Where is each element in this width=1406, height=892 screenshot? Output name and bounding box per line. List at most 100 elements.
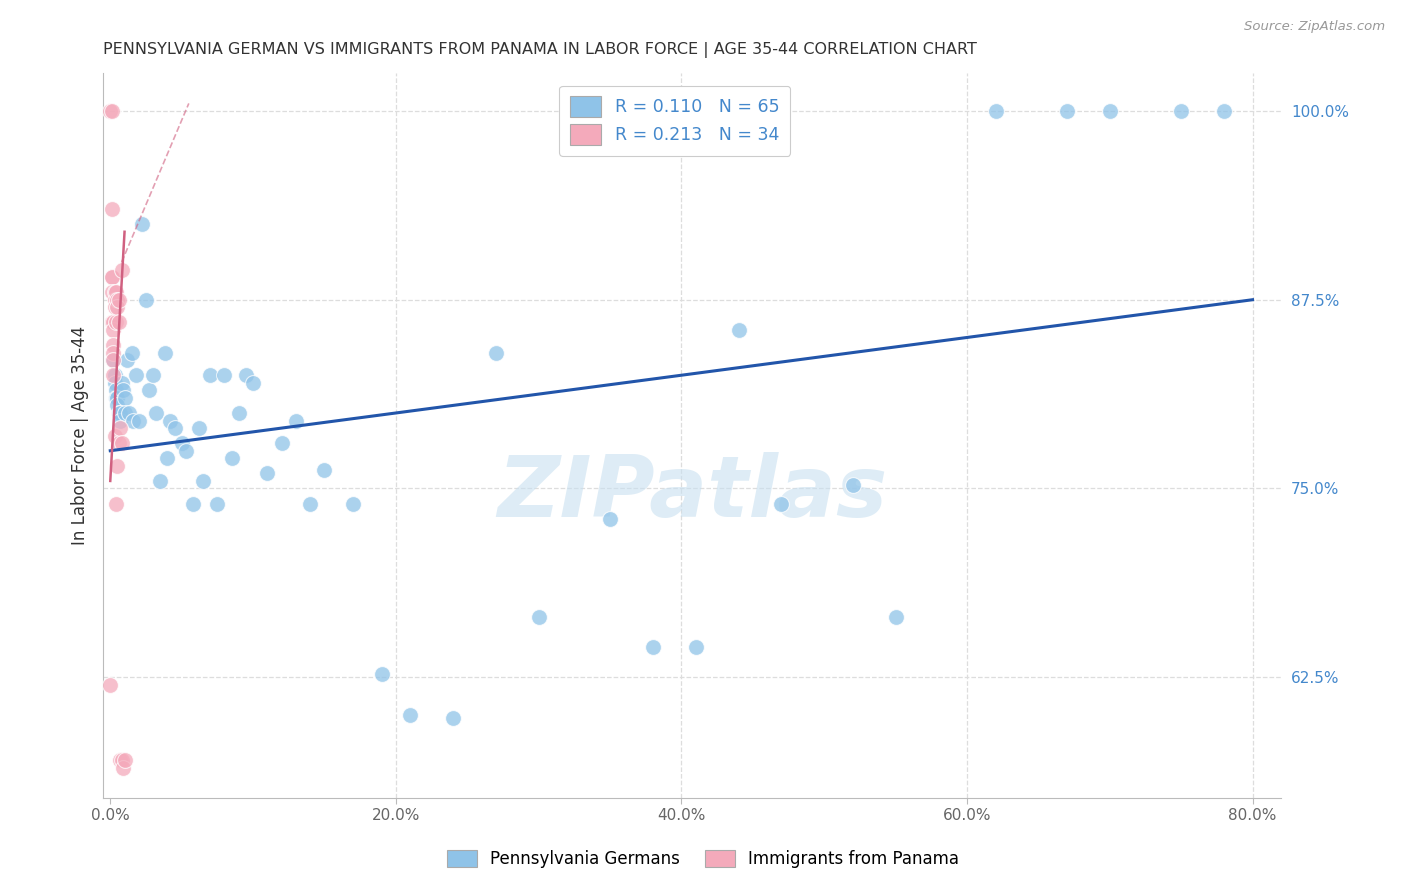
Point [114,406,136,420]
Point [104,315,127,329]
Point [101,315,124,329]
Point [187,421,209,435]
Point [770,497,793,511]
Point [342,497,364,511]
Point [727,323,749,337]
Point [599,511,621,525]
Point [1056,103,1078,118]
Point [100,103,122,118]
Point [235,368,257,383]
Point [111,753,134,767]
Point [242,376,264,390]
Point [101,338,124,352]
Point [103,376,125,390]
Point [107,391,129,405]
Point [110,421,132,435]
Point [104,391,127,405]
Point [170,436,193,450]
Point [107,399,129,413]
Point [1213,103,1236,118]
Point [984,103,1007,118]
Point [104,497,127,511]
Point [207,497,229,511]
Point [135,293,157,307]
Point [153,345,176,359]
Point [1170,103,1192,118]
Point [104,384,127,398]
Point [107,458,129,473]
Point [441,711,464,725]
Point [1098,103,1121,118]
Point [314,463,336,477]
Point [122,413,145,427]
Point [181,497,204,511]
Point [104,285,127,300]
Point [110,753,132,767]
Point [128,413,150,427]
Point [101,345,124,359]
Point [103,285,125,300]
Point [159,413,181,427]
Legend: Pennsylvania Germans, Immigrants from Panama: Pennsylvania Germans, Immigrants from Pa… [440,843,966,875]
Point [111,436,134,450]
Point [103,293,125,307]
Point [114,391,136,405]
Point [100,315,122,329]
Point [101,353,124,368]
Point [100,202,122,216]
Point [641,640,664,654]
Point [399,708,422,723]
Point [100,270,122,285]
Point [284,413,307,427]
Point [100,285,122,300]
Point [121,345,143,359]
Point [163,421,186,435]
Text: ZIPatlas: ZIPatlas [496,452,887,535]
Point [101,323,124,337]
Point [485,345,508,359]
Point [111,262,134,277]
Point [191,474,214,488]
Point [108,406,131,420]
Point [108,436,131,450]
Point [98,678,121,692]
Point [145,406,167,420]
Point [118,406,141,420]
Y-axis label: In Labor Force | Age 35-44: In Labor Force | Age 35-44 [72,326,89,545]
Point [125,368,148,383]
Point [174,443,197,458]
Point [103,428,125,442]
Point [107,300,129,314]
Point [256,467,278,481]
Point [107,293,129,307]
Point [142,368,165,383]
Point [527,610,550,624]
Point [112,384,135,398]
Point [299,497,322,511]
Point [131,217,153,231]
Point [685,640,707,654]
Text: PENNSYLVANIA GERMAN VS IMMIGRANTS FROM PANAMA IN LABOR FORCE | AGE 35-44 CORRELA: PENNSYLVANIA GERMAN VS IMMIGRANTS FROM P… [103,42,977,58]
Point [108,315,131,329]
Point [112,761,135,775]
Text: Source: ZipAtlas.com: Source: ZipAtlas.com [1244,20,1385,33]
Point [100,270,122,285]
Point [108,293,131,307]
Point [138,384,160,398]
Point [114,753,136,767]
Point [103,368,125,383]
Point [228,406,250,420]
Point [117,353,139,368]
Point [149,474,172,488]
Point [370,667,392,681]
Point [270,436,292,450]
Point [110,406,132,420]
Point [156,451,179,466]
Point [200,368,222,383]
Legend: R = 0.110   N = 65, R = 0.213   N = 34: R = 0.110 N = 65, R = 0.213 N = 34 [560,86,790,155]
Point [103,300,125,314]
Point [111,376,134,390]
Point [221,451,243,466]
Point [842,478,865,492]
Point [214,368,236,383]
